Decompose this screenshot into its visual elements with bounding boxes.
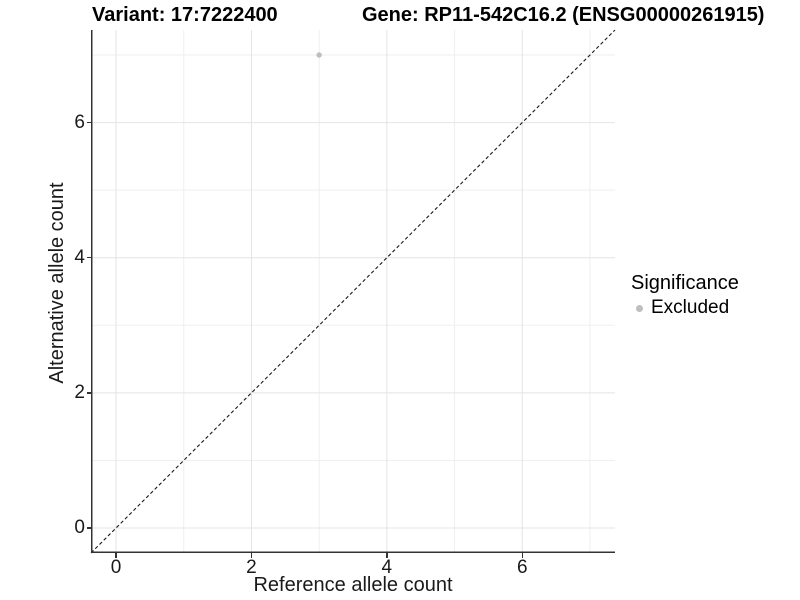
legend: Significance Excluded — [631, 272, 739, 319]
y-tick-label: 2 — [74, 381, 85, 403]
y-tick-mark — [86, 392, 91, 394]
y-tick-label: 0 — [74, 516, 85, 538]
x-tick-label: 6 — [516, 557, 528, 578]
plot-title-variant: Variant: 17:7222400 — [92, 4, 278, 26]
y-tick-mark — [86, 121, 91, 124]
data-point — [316, 52, 322, 58]
x-tick-label: 0 — [110, 557, 122, 578]
y-axis-title: Alternative allele count — [46, 182, 68, 384]
x-tick-label: 4 — [381, 557, 393, 578]
y-tick-mark — [86, 527, 91, 529]
x-tick-label: 2 — [246, 557, 257, 578]
x-axis-title: Reference allele count — [253, 574, 453, 596]
x-tick-mark — [521, 553, 523, 558]
x-tick-mark — [386, 553, 388, 558]
identity-line — [90, 29, 616, 554]
plot-title-gene: Gene: RP11-542C16.2 (ENSG00000261915) — [362, 4, 765, 26]
y-tick-mark — [86, 256, 91, 259]
x-tick-mark — [115, 553, 117, 558]
x-tick-mark — [250, 553, 253, 558]
y-tick-label: 4 — [74, 246, 85, 268]
legend-item-excluded: Excluded — [631, 297, 739, 319]
plot-panel — [90, 29, 616, 554]
plot-canvas — [90, 29, 616, 554]
excluded-point-icon — [636, 304, 643, 312]
legend-title: Significance — [631, 272, 739, 294]
legend-item-label: Excluded — [651, 297, 730, 318]
y-tick-label: 6 — [74, 111, 85, 133]
